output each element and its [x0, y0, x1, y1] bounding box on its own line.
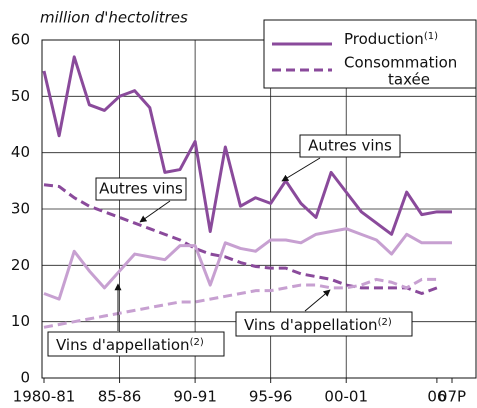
annotations: Autres vins Autres vins Vins d'appellati… — [47, 134, 413, 357]
y-tick-label: 30 — [11, 200, 30, 218]
annotation-text: Vins d'appellation — [56, 336, 190, 354]
annotation-arrow — [281, 157, 321, 182]
y-tick-label: 10 — [11, 312, 30, 330]
legend-label: Consommation — [344, 54, 457, 72]
annotation: Vins d'appellation(2) — [56, 336, 204, 354]
y-tick-label: 0 — [20, 369, 30, 387]
plot-frame — [41, 39, 477, 379]
y-tick-label: 40 — [11, 143, 30, 161]
series-line — [43, 277, 437, 329]
x-tick-label: 1980-81 — [13, 388, 76, 406]
annotation-box — [299, 134, 401, 158]
annotation-arrow — [304, 289, 331, 312]
legend-label: taxée — [388, 71, 430, 89]
x-tick-label: 00-01 — [324, 388, 368, 406]
annotation-box — [47, 331, 225, 357]
x-tick-label: 07P — [438, 388, 466, 406]
y-tick-label: 50 — [11, 87, 30, 105]
annotation-note: (2) — [378, 317, 392, 328]
annotation-box — [95, 177, 187, 201]
x-tick-label: 95-96 — [249, 388, 293, 406]
legend-label: Production(1) — [344, 30, 438, 48]
y-tick-label: 60 — [11, 31, 30, 49]
series-line — [43, 183, 438, 295]
annotation: Vins d'appellation(2) — [244, 316, 392, 334]
x-tick-label: 90-91 — [173, 388, 217, 406]
annotation-arrow — [139, 200, 171, 223]
series-line — [42, 55, 452, 236]
annotation: Autres vins — [99, 180, 183, 198]
annotation-box — [235, 311, 413, 337]
legend-box — [263, 19, 477, 89]
annotation-text: Vins d'appellation — [244, 316, 378, 334]
legend: Production(1) Consommation taxée — [263, 19, 477, 89]
legend-note: (1) — [424, 31, 438, 42]
legend-text: Production — [344, 30, 424, 48]
annotation-note: (2) — [190, 337, 204, 348]
x-tick-label: 85-86 — [98, 388, 142, 406]
y-tick-label: 20 — [11, 256, 30, 274]
x-tick-label: 06 — [427, 388, 446, 406]
y-axis-label: million d'hectolitres — [40, 9, 188, 27]
series-line — [43, 227, 452, 301]
annotation: Autres vins — [308, 137, 392, 155]
